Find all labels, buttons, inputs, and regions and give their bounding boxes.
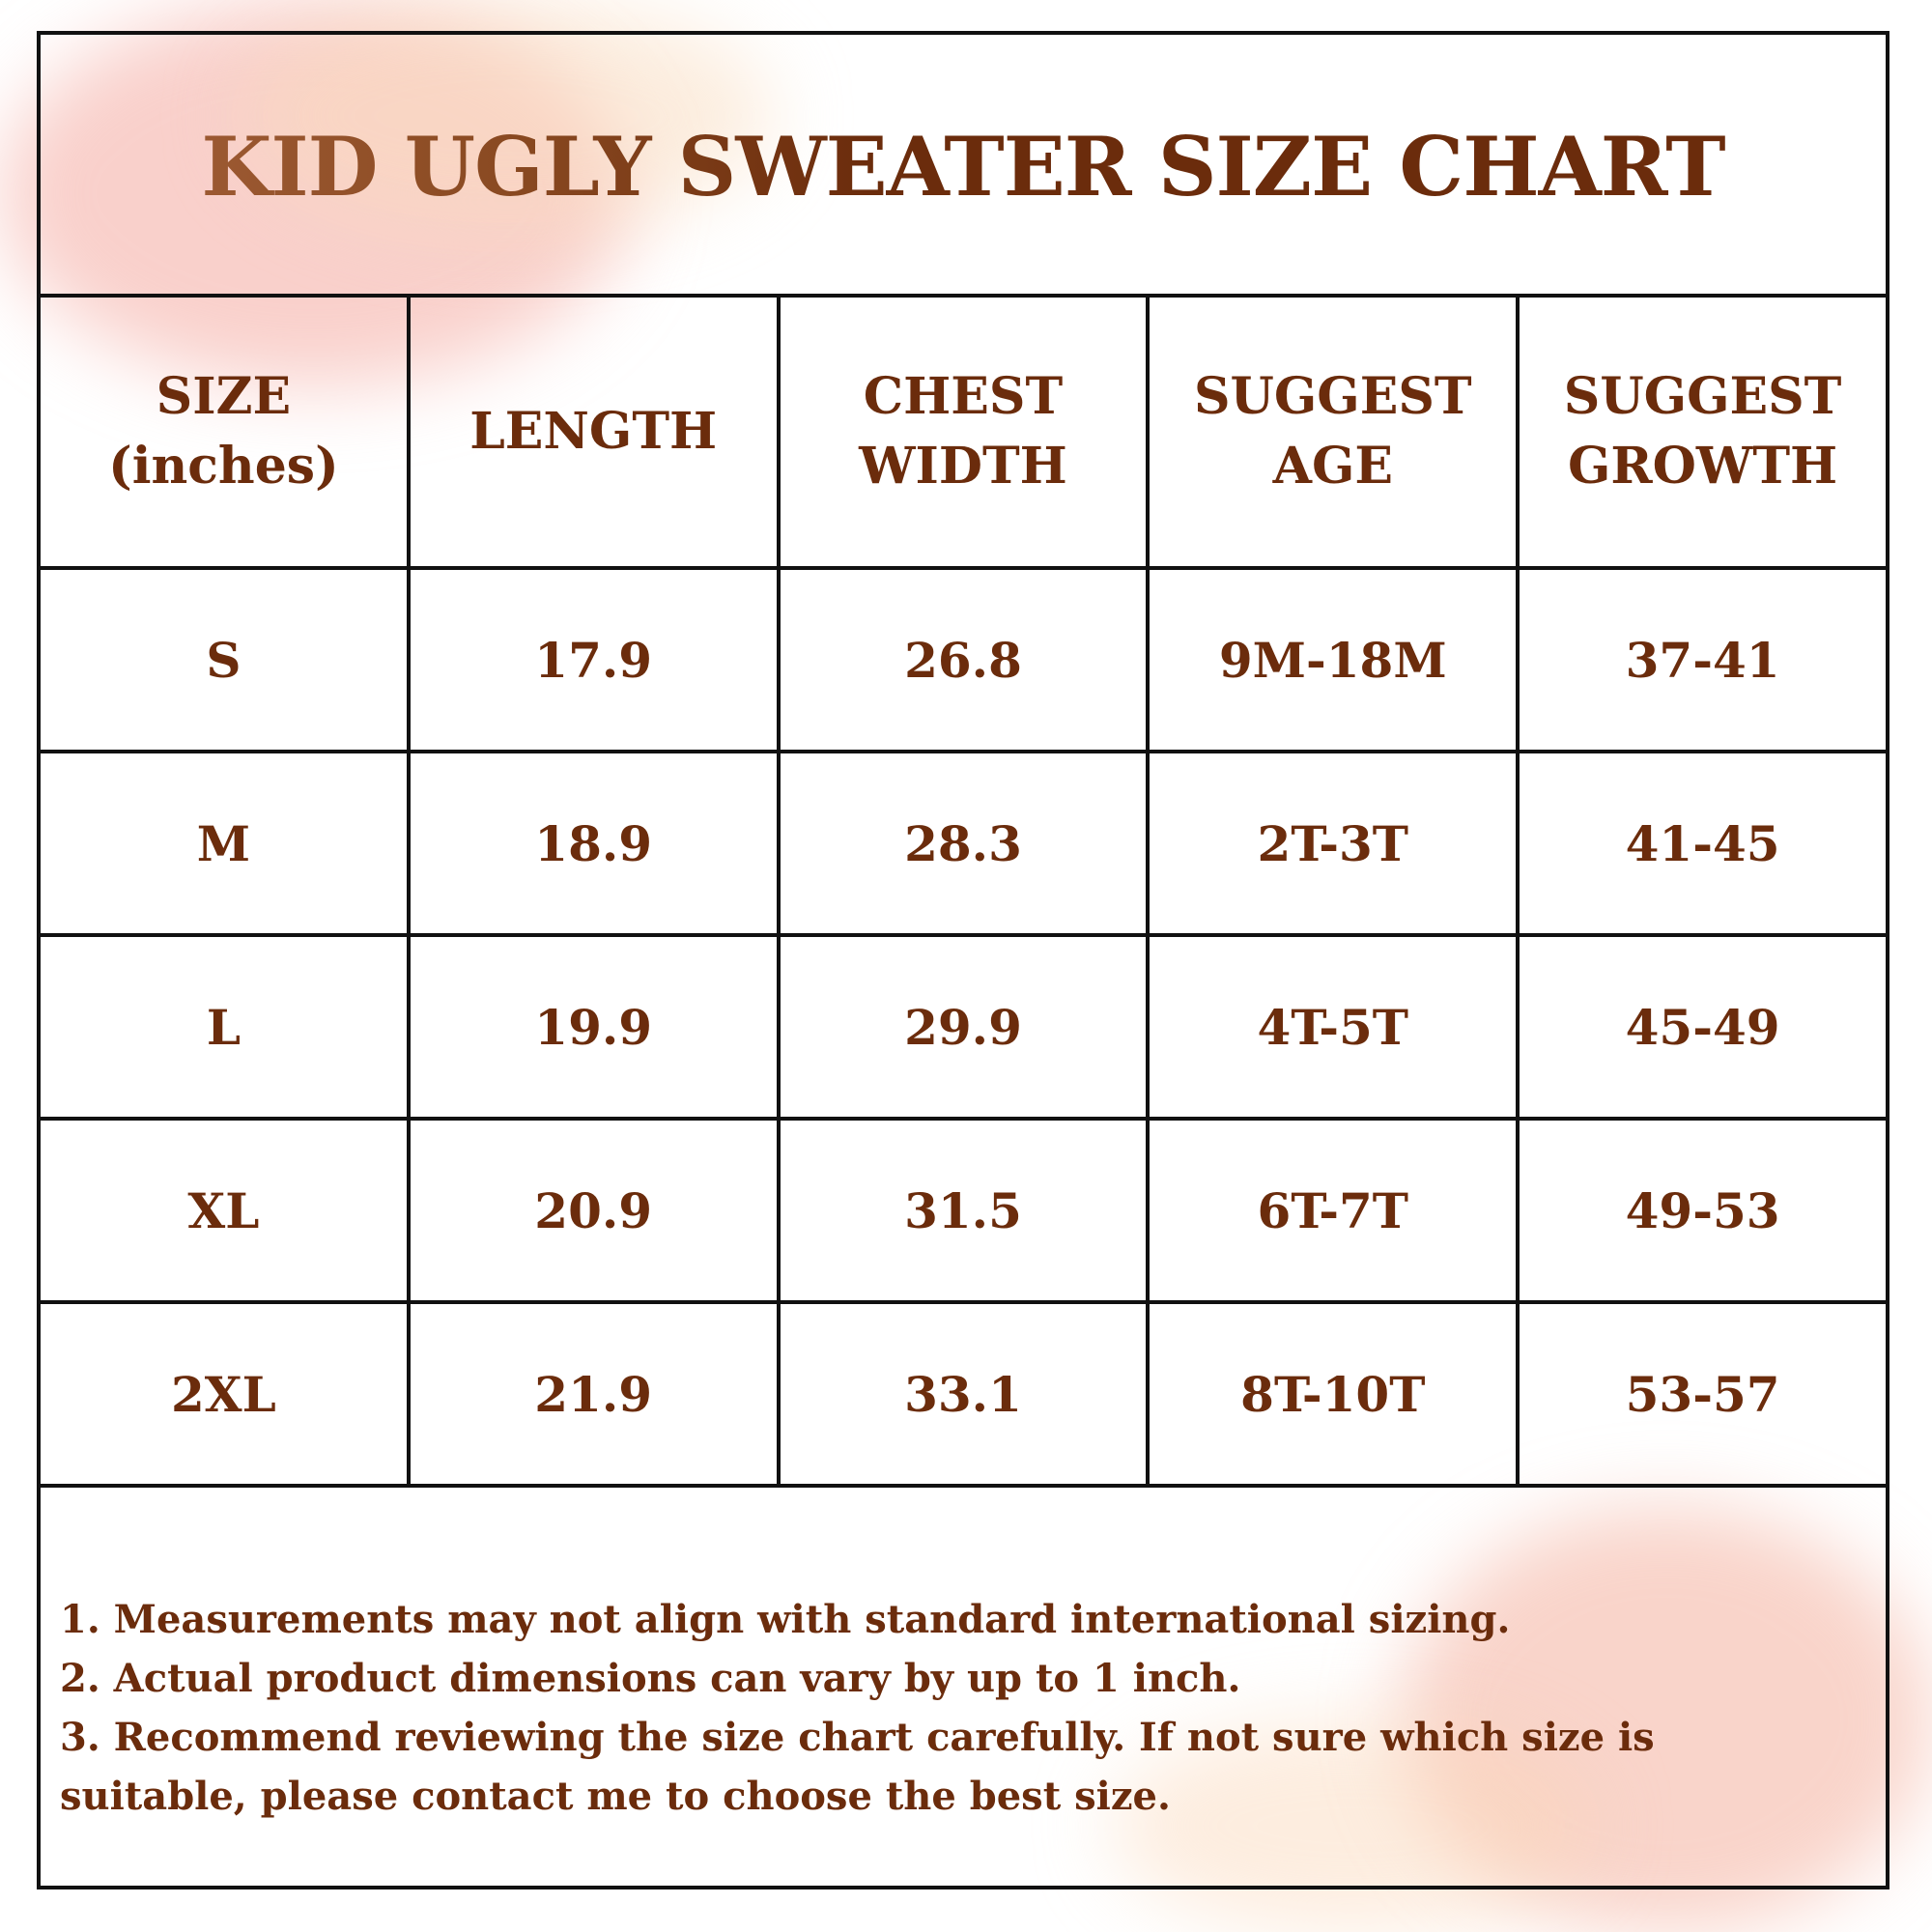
table-cell: L	[37, 933, 411, 1121]
header-row: SIZE (inches) LENGTH CHEST WIDTH SUGGEST AGE SU…	[37, 294, 1889, 570]
table-cell: 28.3	[776, 750, 1151, 937]
table-cell: 18.9	[406, 750, 781, 937]
header-text: SUGGEST	[1193, 367, 1472, 426]
table-cell: XL	[37, 1117, 411, 1304]
column-header: SUGGEST AGE	[1146, 294, 1520, 570]
table-row: M 18.9 28.3 2T-3T 41-45	[37, 750, 1889, 937]
header-text: LENGTH	[469, 402, 718, 461]
table-cell: 6T-7T	[1146, 1117, 1520, 1304]
table-cell: 21.9	[406, 1300, 781, 1488]
note-item: 3. Recommend reviewing the size chart ca…	[60, 1715, 1655, 1819]
table-row: XL 20.9 31.5 6T-7T 49-53	[37, 1117, 1889, 1304]
table-cell: 20.9	[406, 1117, 781, 1304]
table-cell: 53-57	[1516, 1300, 1889, 1488]
notes: 1. Measurements may not align with stand…	[60, 1590, 1847, 1826]
table-cell: 31.5	[776, 1117, 1151, 1304]
header-text: SIZE	[156, 367, 292, 426]
header-text: SUGGEST	[1563, 367, 1842, 426]
table-cell: 29.9	[776, 933, 1151, 1121]
column-header: CHEST WIDTH	[776, 294, 1151, 570]
header-text: (inches)	[108, 437, 339, 496]
table-cell: 49-53	[1516, 1117, 1889, 1304]
note-item: 2. Actual product dimensions can vary by…	[60, 1656, 1241, 1701]
watercolor-wash	[242, 0, 773, 232]
column-header: SUGGEST GROWTH	[1516, 294, 1889, 570]
note-item: 1. Measurements may not align with stand…	[60, 1597, 1511, 1642]
table-cell: 33.1	[776, 1300, 1151, 1488]
watercolor-wash	[1111, 1719, 1594, 1932]
table-row: L 19.9 29.9 4T-5T 45-49	[37, 933, 1889, 1121]
table-cell: 2XL	[37, 1300, 411, 1488]
column-header: SIZE (inches)	[37, 294, 411, 570]
table-cell: 41-45	[1516, 750, 1889, 937]
table-cell: 4T-5T	[1146, 933, 1520, 1121]
table-cell: 8T-10T	[1146, 1300, 1520, 1488]
table-cell: M	[37, 750, 411, 937]
table-row: 2XL 21.9 33.1 8T-10T 53-57	[37, 1300, 1889, 1488]
table-cell: 26.8	[776, 566, 1151, 753]
header-text: CHEST	[863, 367, 1064, 426]
header-text: GROWTH	[1568, 437, 1838, 496]
column-header: LENGTH	[406, 294, 781, 570]
chart-title: KID UGLY SWEATER SIZE CHART	[41, 35, 1886, 298]
table-cell: 19.9	[406, 933, 781, 1121]
table-cell: 37-41	[1516, 566, 1889, 753]
header-text: AGE	[1272, 437, 1393, 496]
size-chart-frame: KID UGLY SWEATER SIZE CHART SIZE (inches)…	[37, 31, 1889, 1889]
table-row: S 17.9 26.8 9M-18M 37-41	[37, 566, 1889, 753]
table-cell: 45-49	[1516, 933, 1889, 1121]
header-text: WIDTH	[859, 437, 1067, 496]
table-cell: S	[37, 566, 411, 753]
watercolor-wash	[1401, 1507, 1932, 1932]
table-cell: 17.9	[406, 566, 781, 753]
size-table: SIZE (inches) LENGTH CHEST WIDTH SUGGEST AGE SU…	[37, 294, 1889, 1488]
table-cell: 9M-18M	[1146, 566, 1520, 753]
table-cell: 2T-3T	[1146, 750, 1520, 937]
